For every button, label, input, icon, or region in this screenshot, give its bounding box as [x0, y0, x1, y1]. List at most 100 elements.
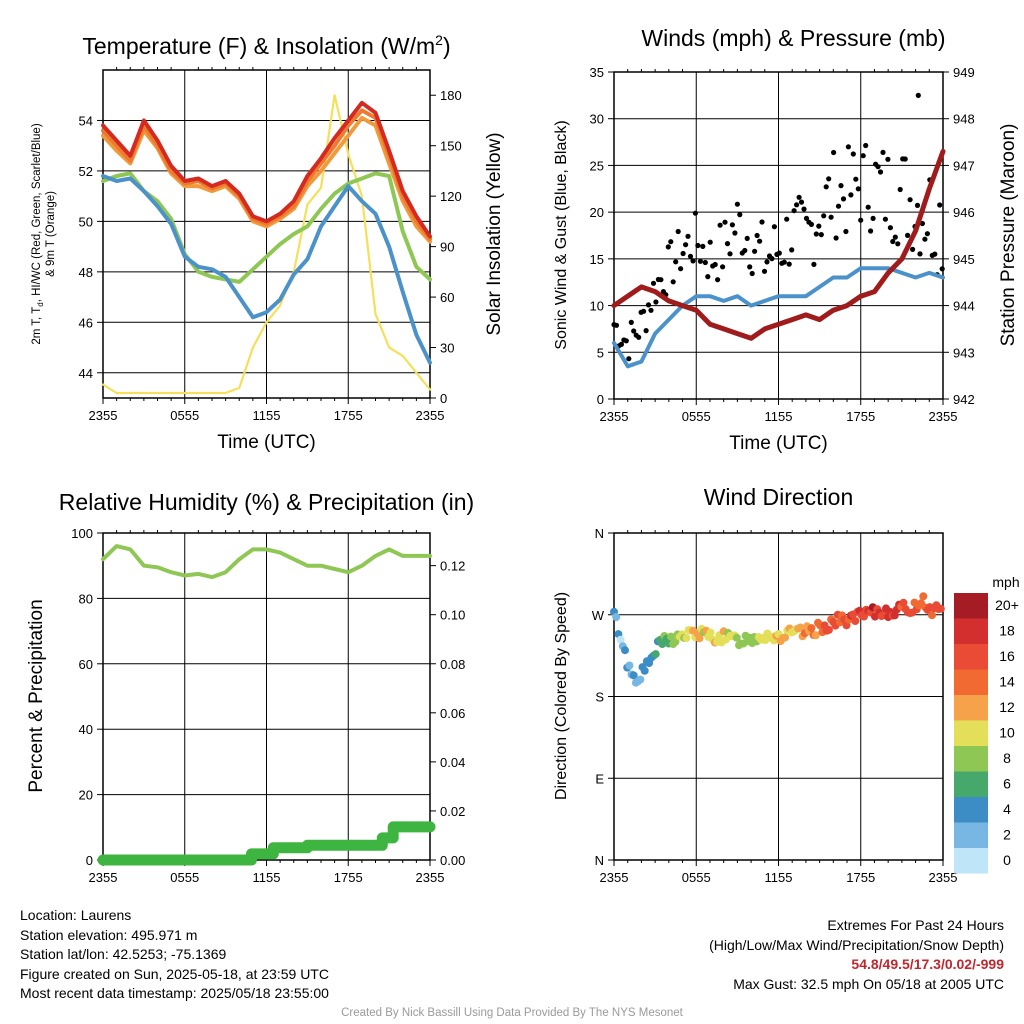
y-tick-label: 48 — [79, 265, 93, 280]
gust-point — [863, 142, 869, 149]
gust-point — [687, 253, 694, 259]
y2-tick-label: 0 — [440, 391, 447, 406]
x-tick-label: 2355 — [600, 409, 629, 424]
direction-point — [612, 613, 621, 622]
y-tick-label: 46 — [79, 315, 93, 330]
direction-point — [824, 625, 833, 634]
y2-tick-label: 0.12 — [440, 559, 465, 574]
gust-point — [853, 176, 859, 182]
y-tick-label: 15 — [590, 252, 604, 267]
colorbar-swatch — [954, 669, 988, 695]
gust-point — [732, 230, 738, 236]
gust-point — [823, 184, 829, 190]
direction-point — [732, 633, 741, 642]
precip-line — [97, 821, 436, 866]
colorbar-label: 16 — [999, 648, 1015, 664]
gust-point — [727, 251, 733, 257]
gust-point — [734, 201, 741, 207]
colorbar-label: 0 — [1003, 852, 1011, 868]
gust-point — [880, 149, 886, 155]
direction-point — [621, 646, 629, 655]
gust-point — [613, 322, 620, 328]
colorbar-label: 8 — [1003, 750, 1011, 766]
max-gust-text: Max Gust: 32.5 mph On 05/18 at 2005 UTC — [733, 975, 1004, 992]
y2-tick-label: 0.06 — [440, 706, 465, 721]
gust-point — [917, 251, 923, 257]
title-superscript: 2 — [435, 32, 443, 48]
y2-tick-label: 947 — [953, 158, 975, 173]
colorbar-swatch — [954, 618, 988, 644]
gust-point — [850, 151, 856, 157]
direction-point — [636, 675, 645, 684]
y2-tick-label: 0.08 — [440, 657, 465, 672]
gust-point — [749, 270, 755, 277]
colorbar-swatch — [954, 797, 988, 823]
gust-point — [838, 183, 844, 189]
pressure-line — [611, 148, 946, 341]
y2-axis-label: Solar Insolation (Yellow) — [484, 132, 505, 335]
direction-point — [936, 604, 945, 613]
gust-point — [798, 199, 805, 205]
gust-point — [865, 204, 871, 210]
gust-point — [658, 277, 664, 283]
direction-point — [695, 634, 704, 643]
colorbar-label: 14 — [999, 674, 1015, 690]
gust-point — [769, 256, 775, 262]
gust-point — [789, 247, 795, 253]
gust-point — [747, 264, 753, 270]
gust-point — [910, 246, 916, 252]
x-tick-label: 2355 — [89, 870, 118, 885]
gust-point — [826, 176, 832, 182]
colorbar-label: 10 — [999, 725, 1015, 741]
y-tick-label: 60 — [79, 657, 93, 672]
colorbar-swatch — [954, 593, 988, 619]
gust-point — [919, 220, 926, 227]
gust-point — [831, 149, 837, 156]
colorbar-label: 20+ — [995, 597, 1019, 613]
colorbar-swatch — [954, 746, 988, 772]
rh-line — [101, 544, 432, 580]
gust-point — [626, 356, 632, 362]
gust-point — [786, 261, 792, 267]
gust-point — [922, 236, 928, 242]
dewpoint-line — [101, 174, 432, 365]
y-tick-label: 30 — [590, 112, 604, 127]
x-tick-label: 2355 — [929, 870, 958, 885]
direction-point — [796, 623, 805, 632]
y2-tick-label: 0.10 — [440, 608, 465, 623]
direction-point — [629, 671, 638, 680]
gust-point — [855, 186, 861, 192]
x-tick-label: 1155 — [765, 409, 793, 424]
latlon-text: Station lat/lon: 42.5253; -75.1369 — [20, 946, 227, 962]
gust-point — [860, 153, 866, 159]
y-tick-label: 50 — [79, 214, 93, 229]
y-tick-label: 44 — [79, 366, 93, 381]
gust-point — [868, 228, 874, 234]
gust-point — [816, 223, 822, 229]
y2-tick-label: 0.00 — [440, 853, 465, 868]
gust-point — [937, 202, 943, 208]
colorbar-label: 4 — [1003, 801, 1011, 817]
y-tick-label: 40 — [79, 722, 93, 737]
gust-point — [675, 228, 681, 235]
y2-tick-label: 120 — [440, 189, 462, 204]
gust-point — [744, 235, 750, 241]
gust-point — [697, 258, 704, 264]
gust-point — [835, 203, 842, 209]
x-axis-label: Time (UTC) — [217, 432, 316, 453]
gust-point — [680, 250, 686, 257]
gust-point — [678, 266, 684, 272]
gust-point — [840, 196, 847, 202]
y-tick-label: 20 — [590, 205, 604, 220]
gust-point — [848, 192, 854, 198]
colorbar-swatch — [954, 771, 988, 797]
y-tick-label: S — [595, 690, 604, 705]
x-tick-label: 1755 — [846, 870, 875, 885]
gust-point — [890, 238, 896, 245]
gust-point — [914, 202, 921, 208]
gust-point — [690, 258, 696, 264]
gust-point — [722, 219, 728, 225]
gust-point — [801, 206, 807, 212]
gust-point — [845, 144, 852, 150]
y-tick-label: 20 — [79, 788, 93, 803]
